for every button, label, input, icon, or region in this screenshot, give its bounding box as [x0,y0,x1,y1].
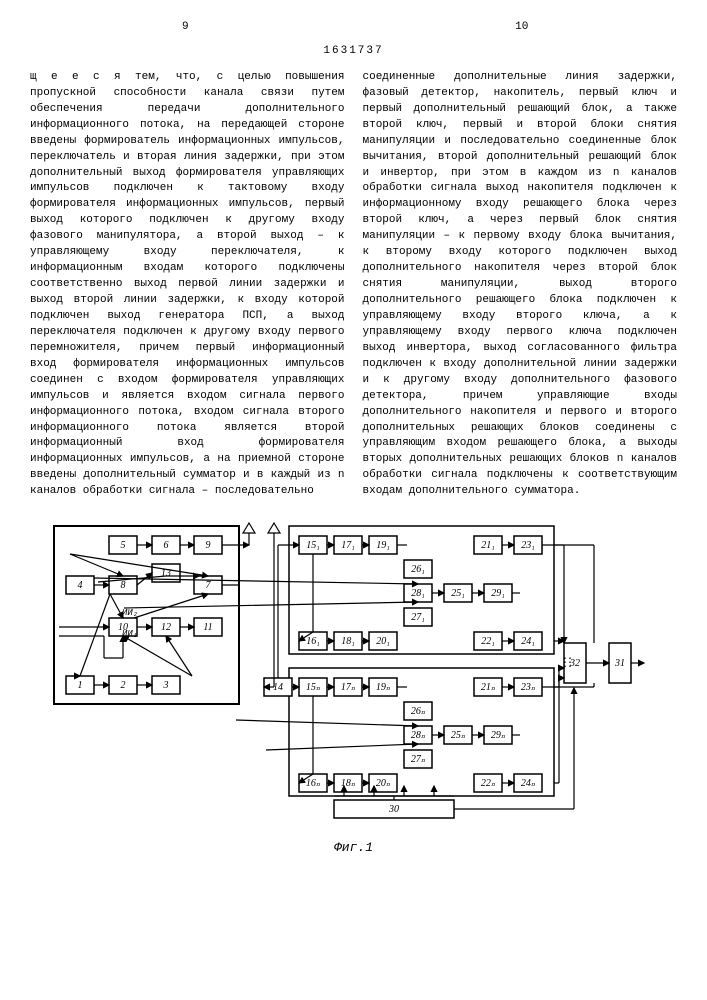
svg-text:28₁: 28₁ [411,588,424,599]
svg-text:16ₙ: 16ₙ [305,778,319,789]
svg-text:2: 2 [120,680,125,691]
svg-text:24₁: 24₁ [521,636,534,647]
svg-text:22₁: 22₁ [481,636,494,647]
circuit-diagram: 5694813710121112315₁17₁19₁21₁23₁26₁28₁25… [34,518,674,828]
svg-text:16₁: 16₁ [306,636,319,647]
svg-text:4: 4 [77,580,82,591]
svg-text:6: 6 [163,540,168,551]
svg-text:19₁: 19₁ [376,540,389,551]
svg-text:28ₙ: 28ₙ [410,730,424,741]
svg-text:20₁: 20₁ [376,636,389,647]
left-page-number: 9 [30,20,341,36]
left-column: щ е е с я тем, что, с целью повышения пр… [30,70,345,500]
document-number: 1631737 [30,44,677,60]
page-header: 9 10 [30,20,677,36]
right-page-number: 10 [366,20,677,36]
svg-text:29₁: 29₁ [491,588,504,599]
svg-text:25ₙ: 25ₙ [450,730,464,741]
svg-text:ИИ₁: ИИ₁ [122,629,138,639]
svg-text:26ₙ: 26ₙ [410,706,424,717]
svg-text:1: 1 [77,680,82,691]
svg-text:27₁: 27₁ [411,612,424,623]
svg-text:21₁: 21₁ [481,540,494,551]
svg-text:3: 3 [162,680,168,691]
figure-label: Фиг.1 [30,839,677,858]
svg-text:⋮: ⋮ [564,656,576,670]
svg-text:21ₙ: 21ₙ [480,682,494,693]
svg-text:22ₙ: 22ₙ [480,778,494,789]
svg-text:12: 12 [161,622,171,633]
svg-text:23₁: 23₁ [521,540,534,551]
svg-text:18ₙ: 18ₙ [340,778,354,789]
svg-text:11: 11 [203,622,212,633]
svg-text:31: 31 [614,658,625,669]
text-columns: щ е е с я тем, что, с целью повышения пр… [30,70,677,500]
svg-text:19ₙ: 19ₙ [375,682,389,693]
svg-text:26₁: 26₁ [411,564,424,575]
right-column: соединенные дополнительные линия задержк… [363,70,678,500]
svg-text:15₁: 15₁ [306,540,319,551]
svg-text:27ₙ: 27ₙ [410,754,424,765]
svg-text:17ₙ: 17ₙ [340,682,354,693]
svg-text:8: 8 [120,580,125,591]
svg-text:5: 5 [120,540,125,551]
svg-text:15ₙ: 15ₙ [305,682,319,693]
svg-text:9: 9 [205,540,210,551]
figure-1: 5694813710121112315₁17₁19₁21₁23₁26₁28₁25… [30,518,677,858]
svg-text:17₁: 17₁ [341,540,354,551]
svg-text:20ₙ: 20ₙ [375,778,389,789]
svg-text:23ₙ: 23ₙ [520,682,534,693]
svg-text:18₁: 18₁ [341,636,354,647]
svg-text:30: 30 [388,804,399,815]
svg-text:25₁: 25₁ [451,588,464,599]
svg-text:24ₙ: 24ₙ [520,778,534,789]
svg-text:ИИ₂: ИИ₂ [122,608,138,618]
svg-text:29ₙ: 29ₙ [490,730,504,741]
